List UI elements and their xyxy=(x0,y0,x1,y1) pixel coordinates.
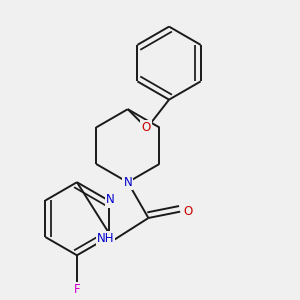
Text: N: N xyxy=(123,176,132,189)
Text: NH: NH xyxy=(97,232,114,245)
Text: N: N xyxy=(106,194,115,206)
Text: O: O xyxy=(184,205,193,218)
Text: O: O xyxy=(142,122,151,134)
Text: F: F xyxy=(74,283,80,296)
